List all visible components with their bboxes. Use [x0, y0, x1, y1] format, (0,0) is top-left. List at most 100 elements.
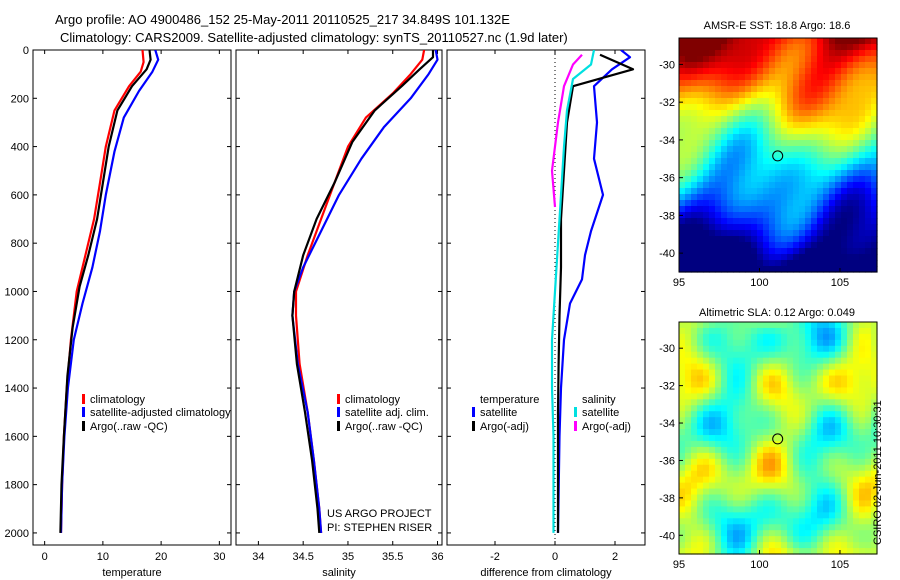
sla-map-title: Altimetric SLA: 0.12 Argo: 0.049: [699, 307, 855, 319]
map-x-tick-label: 105: [831, 559, 849, 571]
series-line: [59, 50, 145, 533]
y-tick-label: 1200: [5, 335, 29, 347]
y-tick-label: 1400: [5, 383, 29, 395]
map-y-tick-label: -40: [659, 248, 675, 260]
chart-title-line1: Argo profile: AO 4900486_152 25-May-2011…: [55, 12, 510, 27]
legend-swatch: [337, 407, 340, 417]
sst-map-field: [679, 38, 878, 273]
panel-frame: [32, 49, 232, 546]
legend-swatch: [82, 407, 85, 417]
x-tick-label: 0: [42, 551, 48, 563]
map-y-tick-label: -30: [659, 343, 675, 355]
profile-panel-1: 0 10 20 30 0 200 400 600 800 1000 1200 1400 1600 1800…: [5, 45, 232, 579]
profile-panel-2: 34 34.5 35 35.5 36 salinity: [235, 49, 444, 579]
x-tick-label: 35: [342, 551, 354, 563]
sla-map-frame: [678, 321, 878, 555]
series-line: [294, 50, 426, 533]
map-y-tick-label: -36: [659, 455, 675, 467]
legend-label: satellite: [582, 407, 619, 419]
x-tick-label: 35.5: [382, 551, 403, 563]
panel-frame: [235, 49, 443, 546]
map-y-tick-label: -34: [659, 135, 675, 147]
legend-swatch: [82, 421, 85, 431]
series-line: [291, 50, 439, 533]
x-tick-label: 0: [552, 551, 558, 563]
map-x-tick-label: 95: [673, 559, 685, 571]
sst-argo-location-marker: [772, 150, 784, 162]
x-axis-label: salinity: [322, 567, 356, 579]
credit-line1: US ARGO PROJECT: [327, 508, 432, 520]
y-tick-label: 2000: [5, 528, 29, 540]
map-y-tick-label: -36: [659, 173, 675, 185]
legend-swatch: [472, 421, 475, 431]
legend-label: satellite: [480, 407, 517, 419]
legend-label: Argo(..raw -QC): [90, 421, 168, 433]
series-line: [59, 50, 152, 533]
map-y-tick-label: -38: [659, 493, 675, 505]
map-y-tick-label: -32: [659, 381, 675, 393]
x-tick-label: 2: [612, 551, 618, 563]
x-axis-label: temperature: [102, 567, 161, 579]
series-line: [550, 54, 583, 208]
x-tick-label: 36: [431, 551, 443, 563]
series-line: [556, 53, 635, 533]
panel-frame: [446, 49, 646, 546]
sla-map-field: [679, 322, 878, 555]
map-x-tick-label: 100: [750, 277, 768, 289]
x-tick-label: 34: [252, 551, 264, 563]
credit-line2: PI: STEPHEN RISER: [327, 522, 432, 534]
x-tick-label: -2: [490, 551, 500, 563]
legend-label: satellite adj. clim.: [345, 407, 429, 419]
chart-title-line2: Climatology: CARS2009. Satellite-adjuste…: [60, 30, 568, 45]
sla-map-axes: 95 100 105 -30 -32 -34 -36 -38 -40: [659, 343, 849, 571]
map-x-tick-label: 95: [673, 277, 685, 289]
y-tick-label: 200: [11, 93, 29, 105]
legend-heading: temperature: [480, 394, 539, 406]
legend-label: satellite-adjusted climatology: [90, 407, 231, 419]
sla-argo-location-marker: [772, 433, 784, 445]
y-tick-label: 400: [11, 142, 29, 154]
map-x-tick-label: 100: [750, 559, 768, 571]
map-y-tick-label: -30: [659, 59, 675, 71]
legend-label: Argo(-adj): [582, 421, 631, 433]
series-line: [556, 50, 632, 533]
legend-swatch: [337, 394, 340, 404]
sst-map-axes: 95 100 105 -30 -32 -34 -36 -38 -40: [659, 59, 849, 289]
series-line: [550, 50, 596, 533]
sla-map: Altimetric SLA: 0.12 Argo: 0.049 95 100 10…: [659, 307, 878, 571]
x-tick-label: 34.5: [292, 551, 313, 563]
map-x-tick-label: 105: [831, 277, 849, 289]
legend-label: Argo(-adj): [480, 421, 529, 433]
legend-label: Argo(..raw -QC): [345, 421, 423, 433]
legend-heading: salinity: [582, 394, 616, 406]
sst-map: AMSR-E SST: 18.8 Argo: 18.6 95 100 105 -30 -…: [659, 20, 878, 289]
timestamp-stamp: CSIRO 02-Jun-2011 10:30:31: [872, 400, 884, 545]
y-tick-label: 1000: [5, 286, 29, 298]
x-tick-label: 20: [155, 551, 167, 563]
map-y-tick-label: -34: [659, 418, 675, 430]
sst-map-title: AMSR-E SST: 18.8 Argo: 18.6: [704, 20, 851, 32]
x-axis-label: difference from climatology: [480, 567, 612, 579]
series-line: [291, 50, 435, 533]
series-line: [59, 50, 160, 533]
x-tick-label: 30: [213, 551, 225, 563]
legend-swatch: [574, 421, 577, 431]
y-tick-label: 800: [11, 238, 29, 250]
map-y-tick-label: -40: [659, 530, 675, 542]
map-y-tick-label: -38: [659, 210, 675, 222]
legend-label: climatology: [90, 394, 146, 406]
legend-swatch: [82, 394, 85, 404]
legend-label: climatology: [345, 394, 401, 406]
legend-swatch: [574, 407, 577, 417]
x-tick-label: 10: [97, 551, 109, 563]
legend-difference: temperaturesatelliteArgo(-adj)salinitysa…: [472, 394, 631, 433]
y-tick-label: 1600: [5, 431, 29, 443]
legend-swatch: [337, 421, 340, 431]
y-tick-label: 600: [11, 190, 29, 202]
map-y-tick-label: -32: [659, 97, 675, 109]
y-tick-label: 1800: [5, 480, 29, 492]
y-tick-label: 0: [23, 45, 29, 57]
